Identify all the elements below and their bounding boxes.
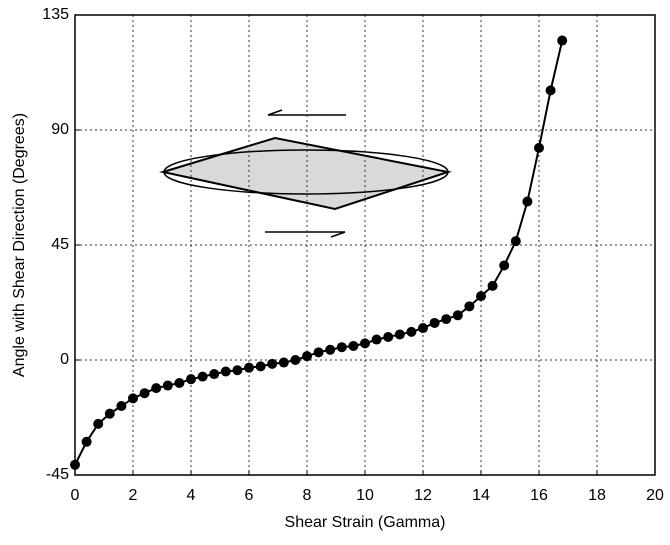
data-point — [336, 342, 347, 353]
data-point — [70, 459, 80, 470]
data-point — [209, 369, 220, 380]
data-point — [510, 236, 521, 247]
data-point — [441, 314, 452, 325]
x-tick-label: 14 — [472, 487, 490, 504]
data-point — [174, 378, 185, 388]
x-tick-label: 10 — [356, 487, 374, 504]
data-point — [290, 355, 301, 365]
x-tick-label: 0 — [71, 487, 80, 504]
x-tick-label: 18 — [588, 487, 606, 504]
data-point — [522, 196, 533, 207]
data-point — [244, 362, 254, 373]
arrow-head — [267, 109, 283, 116]
data-point — [197, 371, 208, 382]
y-tick-label: 0 — [60, 351, 69, 368]
inset-diagram — [159, 109, 452, 238]
ellipse — [163, 149, 449, 195]
deformed-shape — [159, 136, 452, 211]
data-point — [302, 351, 312, 362]
data-point — [104, 408, 115, 419]
data-point — [313, 347, 324, 358]
data-point — [394, 329, 405, 340]
data-line — [75, 40, 564, 466]
x-tick-label: 16 — [530, 487, 548, 504]
x-tick-label: 12 — [414, 487, 432, 504]
data-point — [255, 361, 266, 372]
data-point — [487, 280, 498, 291]
data-point — [429, 317, 440, 328]
x-tick-label: 8 — [303, 487, 312, 504]
data-point — [220, 366, 231, 377]
data-point — [476, 291, 486, 302]
x-tick-label: 2 — [129, 487, 138, 504]
data-point — [499, 260, 510, 271]
data-point — [371, 334, 382, 345]
data-point — [348, 340, 359, 351]
data-point — [232, 365, 243, 376]
data-point — [360, 338, 370, 349]
y-tick-label: -45 — [46, 466, 69, 483]
data-point — [93, 418, 104, 429]
data-point — [383, 332, 394, 342]
data-point — [534, 142, 544, 153]
data-point — [464, 301, 475, 312]
x-tick-label: 20 — [646, 487, 664, 504]
y-tick-label: 45 — [51, 236, 69, 253]
x-tick-label: 6 — [245, 487, 254, 504]
data-point — [162, 380, 173, 391]
data-point — [278, 357, 289, 368]
data-point — [151, 383, 162, 394]
data-point — [545, 85, 556, 96]
data-point — [116, 401, 127, 411]
data-point — [128, 393, 138, 404]
y-tick-label: 90 — [51, 121, 69, 138]
data-point — [81, 436, 92, 447]
plot-frame — [74, 14, 656, 476]
data-point — [186, 374, 196, 385]
data-point — [139, 388, 150, 399]
data-point — [267, 358, 278, 369]
y-axis-title: Angle with Shear Direction (Degrees) — [11, 113, 28, 377]
x-tick-label: 4 — [187, 487, 196, 504]
data-point — [325, 344, 336, 355]
y-tick-label: 135 — [42, 6, 69, 23]
arrow-head — [330, 231, 346, 238]
data-point — [406, 326, 417, 337]
x-axis-title: Shear Strain (Gamma) — [285, 514, 446, 531]
data-point — [452, 310, 463, 321]
data-point — [557, 35, 568, 46]
data-point — [418, 323, 428, 334]
